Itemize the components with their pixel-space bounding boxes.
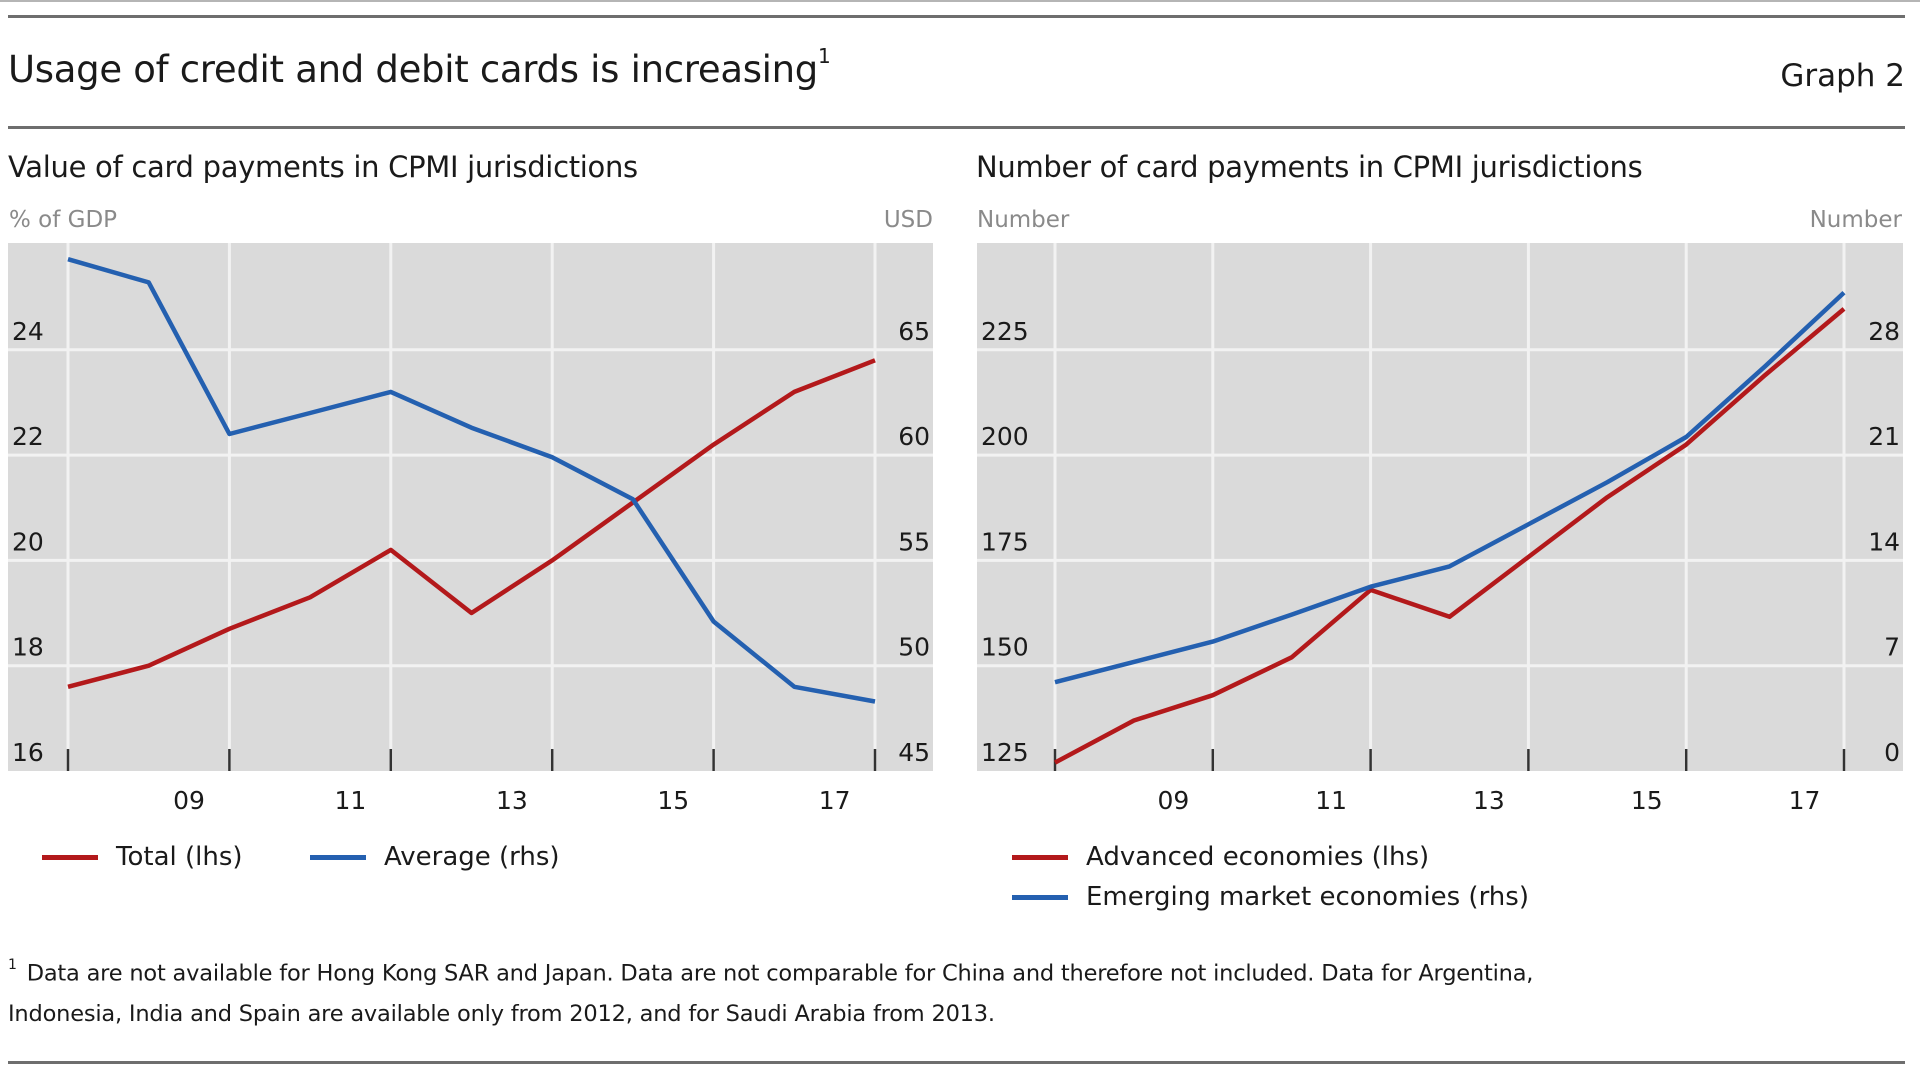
legend-label-advanced: Advanced economies (lhs) [1086,842,1430,872]
chart-panel-number: 125 150 175 200 225 0 7 14 21 28 09 11 13 15 17 [977,243,1903,815]
y-left-tick-label: 175 [981,527,1029,556]
y-right-tick-label: 50 [898,633,930,662]
plot-background [8,243,933,771]
y-right-tick-label: 0 [1884,738,1900,767]
y-right-tick-label: 14 [1868,527,1900,556]
legend-item-advanced: Advanced economies (lhs) [1012,842,1429,872]
legend-item-emerging: Emerging market economies (rhs) [1012,882,1529,912]
graph-title: Usage of credit and debit cards is incre… [8,44,831,91]
y-left-tick-label: 20 [12,527,44,556]
left-panel-lhs-unit: % of GDP [9,207,118,233]
x-tick-label: 09 [173,786,205,815]
top-edge-line [0,0,1920,2]
legend-item-average: Average (rhs) [310,842,560,872]
top-rule [8,15,1905,18]
right-panel-lhs-unit: Number [977,207,1070,233]
y-right-tick-label: 60 [898,422,930,451]
legend-swatch-blue [1012,894,1068,900]
legend-swatch-blue [310,854,366,860]
x-tick-label: 15 [1631,786,1663,815]
graph-number: Graph 2 [1780,58,1905,94]
y-left-tick-label: 18 [12,633,44,662]
y-left-tick-label: 200 [981,422,1029,451]
y-right-tick-label: 7 [1884,633,1900,662]
x-tick-label: 11 [335,786,367,815]
left-panel-rhs-unit: USD [883,207,933,233]
legend-label-total: Total (lhs) [116,842,243,872]
right-panel-rhs-unit: Number [1809,207,1902,233]
legend-label-average: Average (rhs) [384,842,560,872]
x-tick-label: 11 [1315,786,1347,815]
y-right-tick-label: 55 [898,527,930,556]
title-footnote-mark: 1 [818,43,831,68]
bottom-rule [8,1061,1905,1064]
y-right-tick-label: 65 [898,317,930,346]
legend-swatch-red [42,854,98,860]
y-left-tick-label: 225 [981,317,1029,346]
x-tick-label: 13 [496,786,528,815]
y-right-tick-label: 45 [898,738,930,767]
footnote-line-1: 1 Data are not available for Hong Kong SA… [8,948,1533,994]
footnote-line-1-text: Data are not available for Hong Kong SAR… [26,960,1534,987]
y-left-tick-label: 150 [981,633,1029,662]
footnote-mark: 1 [8,957,17,973]
x-tick-label: 15 [657,786,689,815]
x-tick-label: 17 [1789,786,1821,815]
footnote: 1 Data are not available for Hong Kong SA… [8,948,1533,1034]
left-panel-title: Value of card payments in CPMI jurisdict… [8,150,638,184]
x-tick-label: 13 [1473,786,1505,815]
y-right-tick-label: 28 [1868,317,1900,346]
x-tick-label: 17 [819,786,851,815]
graph-title-text: Usage of credit and debit cards is incre… [8,48,818,91]
plot-background [977,243,1903,771]
footnote-line-2: Indonesia, India and Spain are available… [8,1000,995,1027]
chart-panel-value: 16 18 20 22 24 45 50 55 60 65 09 11 13 15 17 [8,243,933,815]
right-panel-title: Number of card payments in CPMI jurisdic… [976,150,1643,184]
title-rule [8,126,1905,129]
y-right-tick-label: 21 [1868,422,1900,451]
legend-swatch-red [1012,854,1068,860]
y-left-tick-label: 16 [12,738,44,767]
legend-label-emerging: Emerging market economies (rhs) [1086,882,1529,912]
x-tick-label: 09 [1157,786,1189,815]
y-left-tick-label: 22 [12,422,44,451]
y-left-tick-label: 24 [12,317,44,346]
y-left-tick-label: 125 [981,738,1029,767]
legend-item-total: Total (lhs) [42,842,243,872]
